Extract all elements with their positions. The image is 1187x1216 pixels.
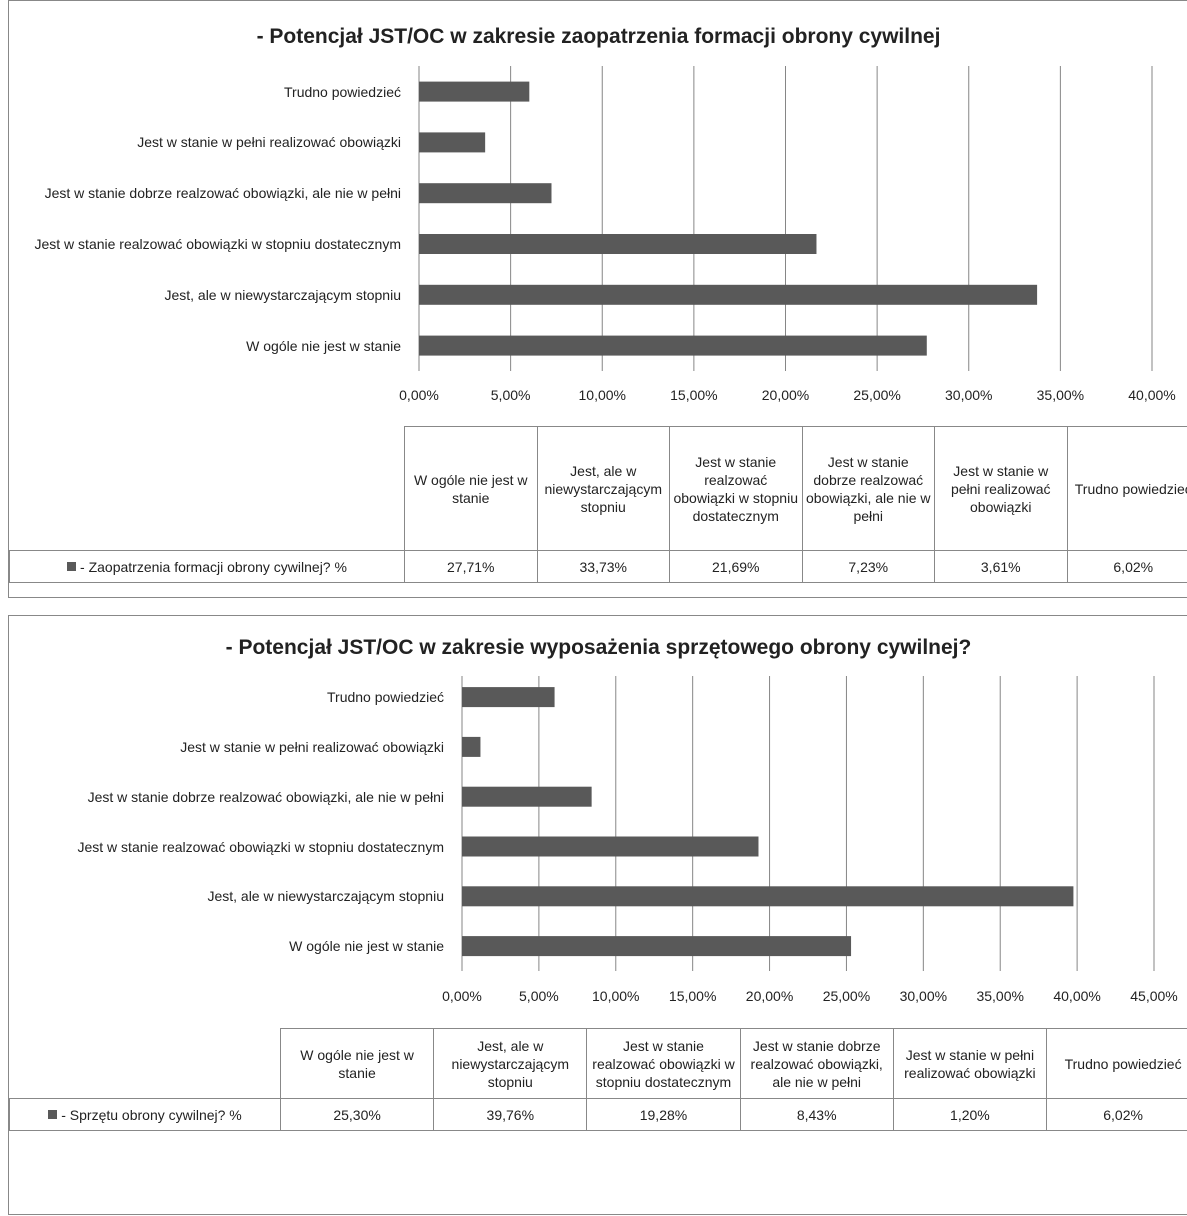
x-tick-label: 25,00% (837, 387, 917, 403)
y-category-label: Jest w stanie realzować obowiązki w stop… (4, 827, 444, 867)
bar (462, 787, 592, 807)
table-header-cell: Trudno powiedzieć (1067, 426, 1187, 551)
legend-cell: - Sprzętu obrony cywilnej? % (9, 1098, 281, 1131)
x-tick-label: 35,00% (1020, 387, 1100, 403)
legend-cell: - Zaopatrzenia formacji obrony cywilnej?… (9, 550, 405, 583)
y-category-label: Jest w stanie dobrze realzować obowiązki… (4, 777, 444, 817)
x-tick-label: 5,00% (471, 387, 551, 403)
x-tick-label: 25,00% (806, 988, 886, 1004)
x-tick-label: 40,00% (1112, 387, 1187, 403)
y-category-label: Jest w stanie w pełni realizować obowiąz… (4, 727, 444, 767)
x-tick-label: 45,00% (1114, 988, 1187, 1004)
x-tick-label: 5,00% (499, 988, 579, 1004)
chart-panel: - Potencjał JST/OC w zakresie zaopatrzen… (8, 0, 1187, 598)
legend-swatch (48, 1110, 57, 1119)
bar (462, 687, 555, 707)
table-header-cell: W ogóle nie jest w stanie (404, 426, 538, 551)
x-tick-label: 20,00% (746, 387, 826, 403)
table-header-cell: Jest w stanie dobrze realzować obowiązki… (802, 426, 936, 551)
x-tick-label: 15,00% (654, 387, 734, 403)
table-value-cell: 27,71% (404, 550, 538, 583)
x-tick-label: 10,00% (562, 387, 642, 403)
y-category-label: Jest, ale w niewystarczającym stopniu (21, 275, 401, 315)
x-tick-label: 40,00% (1037, 988, 1117, 1004)
table-value-cell: 3,61% (934, 550, 1068, 583)
table-header-cell: Jest w stanie realzować obowiązki w stop… (586, 1028, 740, 1099)
table-header-cell: W ogóle nie jest w stanie (280, 1028, 434, 1099)
table-value-cell: 39,76% (433, 1098, 587, 1131)
x-tick-label: 35,00% (960, 988, 1040, 1004)
legend-swatch (67, 562, 76, 571)
table-value-cell: 25,30% (280, 1098, 434, 1131)
x-tick-label: 0,00% (379, 387, 459, 403)
x-tick-label: 10,00% (576, 988, 656, 1004)
table-header-cell: Jest, ale w niewystarczającym stopniu (433, 1028, 587, 1099)
y-category-label: W ogóle nie jest w stanie (4, 926, 444, 966)
table-value-cell: 1,20% (893, 1098, 1047, 1131)
legend-label: - Zaopatrzenia formacji obrony cywilnej?… (80, 558, 347, 576)
bar (419, 183, 551, 203)
table-value-cell: 6,02% (1046, 1098, 1187, 1131)
y-category-label: Jest w stanie w pełni realizować obowiąz… (21, 122, 401, 162)
bar (419, 285, 1037, 305)
x-tick-label: 30,00% (929, 387, 1009, 403)
table-value-cell: 8,43% (740, 1098, 894, 1131)
table-value-cell: 33,73% (537, 550, 671, 583)
table-header-cell: Jest w stanie w pełni realizować obowiąz… (934, 426, 1068, 551)
y-category-label: W ogóle nie jest w stanie (21, 326, 401, 366)
table-value-cell: 6,02% (1067, 550, 1187, 583)
table-header-cell: Jest w stanie realzować obowiązki w stop… (669, 426, 803, 551)
table-header-cell: Jest w stanie w pełni realizować obowiąz… (893, 1028, 1047, 1099)
table-value-cell: 19,28% (586, 1098, 740, 1131)
y-category-label: Jest w stanie realzować obowiązki w stop… (21, 224, 401, 264)
bar (462, 886, 1073, 906)
legend-label: - Sprzętu obrony cywilnej? % (61, 1106, 242, 1124)
y-category-label: Trudno powiedzieć (21, 72, 401, 112)
bar (419, 132, 485, 152)
bar (419, 82, 529, 102)
chart-panel: - Potencjał JST/OC w zakresie wyposażeni… (8, 615, 1187, 1215)
bar (419, 234, 816, 254)
x-tick-label: 30,00% (883, 988, 963, 1004)
y-category-label: Trudno powiedzieć (4, 677, 444, 717)
table-header-cell: Jest, ale w niewystarczającym stopniu (537, 426, 671, 551)
bar (462, 837, 758, 857)
table-value-cell: 21,69% (669, 550, 803, 583)
x-tick-label: 20,00% (730, 988, 810, 1004)
y-category-label: Jest w stanie dobrze realzować obowiązki… (21, 173, 401, 213)
table-value-cell: 7,23% (802, 550, 936, 583)
bar (462, 737, 480, 757)
x-tick-label: 0,00% (422, 988, 502, 1004)
table-header-cell: Trudno powiedzieć (1046, 1028, 1187, 1099)
y-category-label: Jest, ale w niewystarczającym stopniu (4, 876, 444, 916)
bar (419, 336, 927, 356)
bar (462, 936, 851, 956)
table-header-cell: Jest w stanie dobrze realzować obowiązki… (740, 1028, 894, 1099)
x-tick-label: 15,00% (653, 988, 733, 1004)
